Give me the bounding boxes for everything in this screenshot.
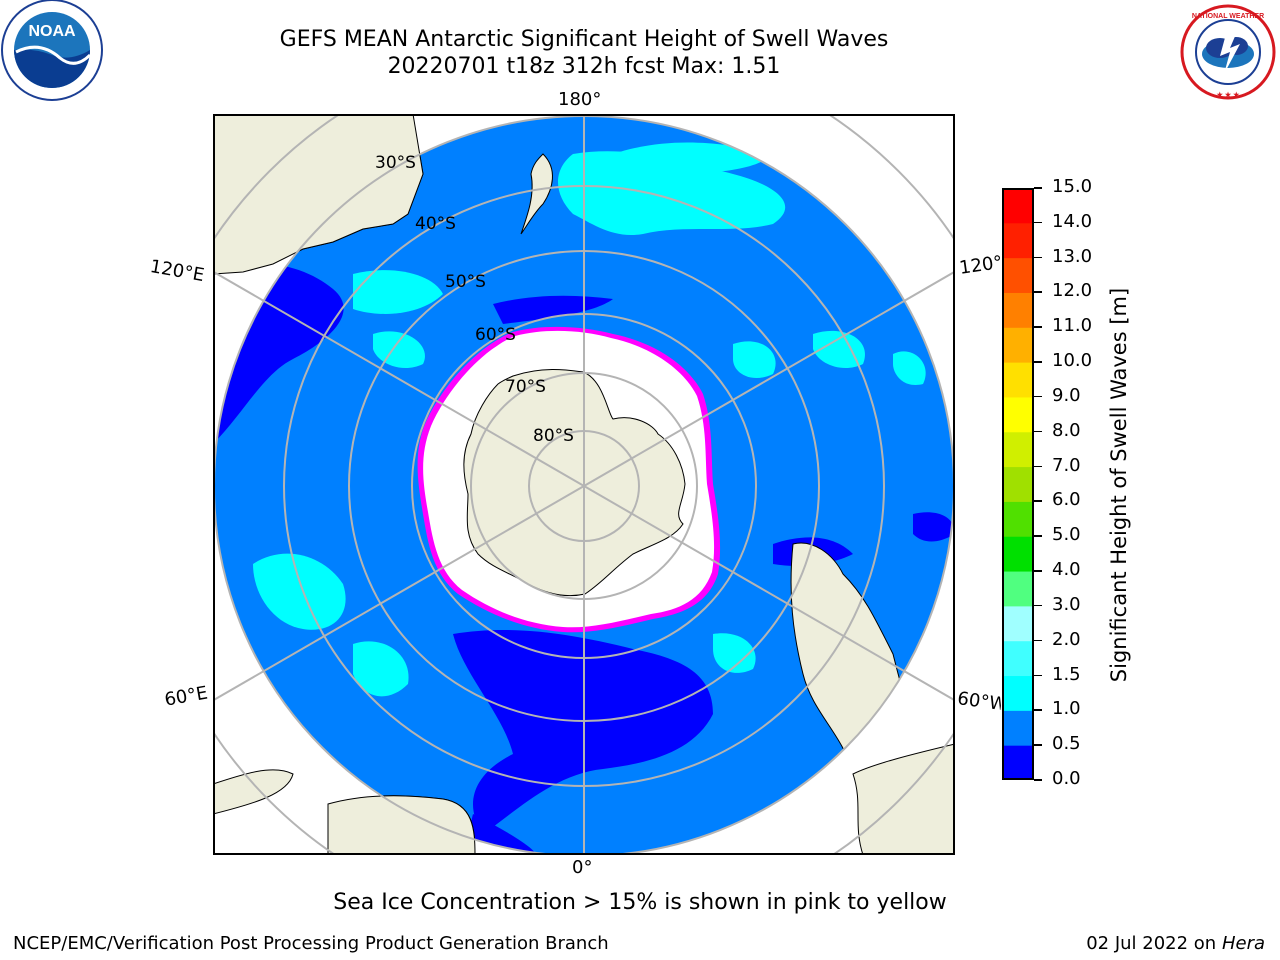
colorbar-tick-label: 10.0	[1052, 350, 1093, 372]
colorbar-tick	[1034, 709, 1042, 711]
footer-date-text: 02 Jul 2022 on	[1086, 933, 1217, 954]
colorbar-tick-label: 4.0	[1052, 559, 1081, 581]
colorbar	[1002, 188, 1034, 780]
colorbar-segment	[1002, 222, 1034, 259]
colorbar-tick-label: 9.0	[1052, 384, 1081, 406]
colorbar-tick	[1034, 395, 1042, 398]
colorbar-tick	[1034, 744, 1042, 746]
colorbar-tick-label: 11.0	[1052, 315, 1093, 337]
colorbar-segment	[1002, 605, 1034, 642]
chart-title: GEFS MEAN Antarctic Significant Height o…	[279, 27, 889, 52]
colorbar-segment	[1002, 292, 1034, 328]
colorbar-tick	[1034, 535, 1042, 537]
colorbar-tick-label: 1.5	[1052, 663, 1081, 685]
footer-machine: Hera	[1221, 933, 1265, 954]
colorbar-segment	[1002, 466, 1034, 502]
colorbar-tick	[1034, 291, 1042, 293]
colorbar-tick	[1034, 779, 1042, 781]
svg-text:★ ★ ★: ★ ★ ★	[1217, 91, 1240, 99]
colorbar-tick-label: 7.0	[1052, 454, 1081, 476]
colorbar-segment	[1002, 675, 1034, 711]
colorbar-tick	[1034, 604, 1042, 607]
colorbar-tick	[1034, 221, 1042, 224]
colorbar-segment	[1002, 188, 1034, 224]
colorbar-tick	[1034, 639, 1042, 642]
colorbar-tick-label: 1.0	[1052, 698, 1081, 720]
lon-label-120e: 120°E	[148, 256, 206, 287]
colorbar-tick	[1034, 570, 1042, 572]
colorbar-tick	[1034, 256, 1042, 259]
lat-label-70s: 70°S	[505, 377, 546, 397]
colorbar-tick	[1034, 500, 1042, 502]
colorbar-segment	[1002, 431, 1034, 468]
colorbar-tick	[1034, 326, 1042, 328]
colorbar-segment	[1002, 501, 1034, 537]
noaa-logo: NOAA	[1, 0, 103, 101]
longitude-grid	[213, 114, 955, 855]
nws-logo: NATIONAL WEATHER ★ ★ ★	[1180, 4, 1276, 100]
footer-date: 02 Jul 2022 on Hera	[1086, 933, 1265, 954]
lon-label-180: 180°	[558, 89, 602, 110]
colorbar-tick	[1034, 674, 1042, 677]
colorbar-segment	[1002, 571, 1034, 607]
noaa-logo-text: NOAA	[28, 23, 76, 40]
footer-credit: NCEP/EMC/Verification Post Processing Pr…	[13, 933, 609, 954]
colorbar-segment	[1002, 640, 1034, 677]
colorbar-tick-label: 14.0	[1052, 210, 1093, 232]
colorbar-tick	[1034, 465, 1042, 468]
colorbar-border	[1002, 188, 1034, 780]
colorbar-segment	[1002, 362, 1034, 398]
colorbar-tick-label: 6.0	[1052, 489, 1081, 511]
lat-label-80s: 80°S	[533, 426, 574, 446]
colorbar-tick-label: 0.0	[1052, 768, 1081, 789]
colorbar-segment	[1002, 257, 1034, 293]
colorbar-segment	[1002, 536, 1034, 572]
colorbar-tick	[1034, 361, 1042, 363]
colorbar-tick-label: 3.0	[1052, 593, 1081, 615]
ocean-field	[214, 116, 954, 855]
lat-label-40s: 40°S	[415, 214, 456, 234]
colorbar-segment	[1002, 396, 1034, 433]
colorbar-tick	[1034, 187, 1042, 189]
lat-label-30s: 30°S	[375, 153, 416, 173]
colorbar-segment	[1002, 710, 1034, 746]
lon-label-60e: 60°E	[163, 682, 210, 711]
colorbar-tick-label: 5.0	[1052, 524, 1081, 546]
lat-label-50s: 50°S	[445, 272, 486, 292]
colorbar-segment	[1002, 327, 1034, 363]
svg-text:NATIONAL WEATHER: NATIONAL WEATHER	[1192, 13, 1264, 20]
colorbar-tick-label: 8.0	[1052, 419, 1081, 441]
lon-label-0: 0°	[572, 857, 593, 878]
colorbar-tick-label: 0.5	[1052, 733, 1081, 755]
lat-label-60s: 60°S	[475, 325, 516, 345]
polar-map: 30°S 40°S 50°S 60°S 70°S 80°S	[213, 114, 955, 855]
sea-ice-caption: Sea Ice Concentration > 15% is shown in …	[333, 890, 947, 915]
colorbar-tick-label: 2.0	[1052, 628, 1081, 650]
colorbar-tick-label: 12.0	[1052, 280, 1093, 302]
colorbar-label: Significant Height of Swell Waves [m]	[1105, 190, 1169, 780]
colorbar-segment	[1002, 745, 1034, 780]
colorbar-label-text: Significant Height of Swell Waves [m]	[1107, 287, 1131, 683]
colorbar-tick-label: 15.0	[1052, 176, 1093, 197]
colorbar-tick-label: 13.0	[1052, 245, 1093, 267]
lon-label-60w: 60°W	[956, 688, 1003, 715]
colorbar-tick	[1034, 430, 1042, 433]
lon-label-120w: 120°W	[958, 251, 1005, 279]
chart-subtitle: 20220701 t18z 312h fcst Max: 1.51	[387, 54, 781, 79]
